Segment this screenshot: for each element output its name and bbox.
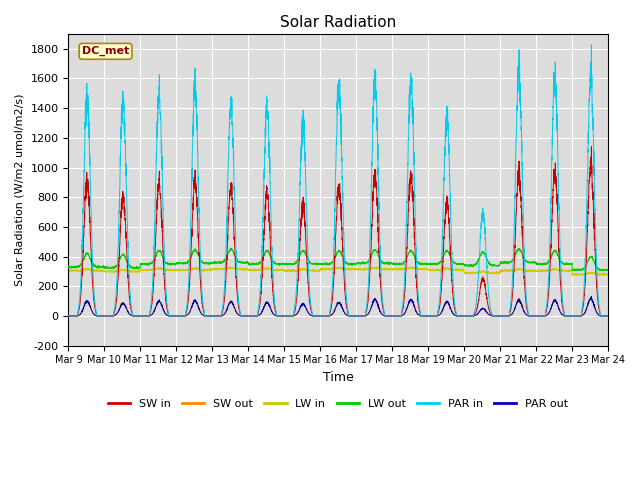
Y-axis label: Solar Radiation (W/m2 umol/m2/s): Solar Radiation (W/m2 umol/m2/s) [15, 94, 25, 286]
Title: Solar Radiation: Solar Radiation [280, 15, 396, 30]
Legend: SW in, SW out, LW in, LW out, PAR in, PAR out: SW in, SW out, LW in, LW out, PAR in, PA… [104, 395, 573, 414]
X-axis label: Time: Time [323, 371, 353, 384]
Text: DC_met: DC_met [82, 46, 129, 57]
